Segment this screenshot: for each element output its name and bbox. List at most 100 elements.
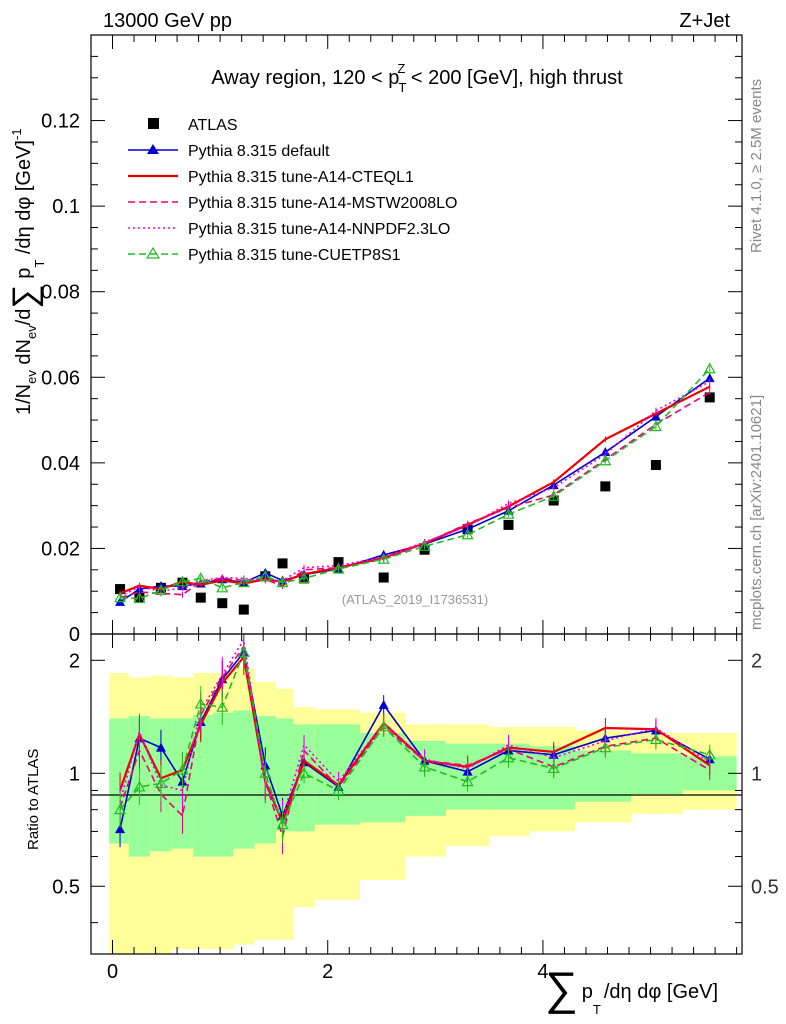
ratio-y-tick-label: 1: [69, 763, 80, 785]
ratio-marker: [703, 748, 716, 760]
legend-label: Pythia 8.315 tune-A14-NNPDF2.3LO: [188, 221, 450, 238]
series-marker: [237, 576, 250, 588]
series-marker: [599, 454, 612, 466]
ratio-marker: [133, 780, 146, 792]
series-marker: [194, 572, 207, 583]
legend-label: Pythia 8.315 tune-CUETP8S1: [188, 247, 401, 264]
series-marker: [332, 562, 345, 574]
ratio-y-tick-label: 0.5: [52, 876, 80, 898]
series-marker: [418, 540, 431, 551]
green-band-bin: [193, 714, 213, 857]
series-marker: [176, 575, 189, 587]
ratio-marker: [332, 784, 345, 796]
ratio-y-tick-label-right: 1: [751, 763, 762, 785]
green-band-bin: [233, 710, 255, 849]
atlas-data-point: [503, 519, 514, 530]
ratio-marker: [115, 824, 126, 834]
series-line-1: [119, 377, 711, 603]
ratio-marker: [298, 767, 311, 778]
series-marker: [704, 373, 715, 383]
legend-marker: [145, 246, 161, 259]
ratio-marker: [377, 720, 390, 732]
ratio-axes: 0.5 0.5 1 1 2 2: [52, 650, 779, 924]
main-y-axis-label: 1/Nev dNev/d∑ pT /dη dφ [GeV]-1: [6, 128, 47, 415]
ratio-marker: [547, 762, 560, 774]
ratio-plot-frame: [90, 633, 743, 955]
series-marker: [133, 592, 146, 604]
series-marker: [114, 591, 127, 603]
green-band-bin: [212, 712, 234, 857]
ratio-marker: [259, 767, 272, 778]
y-tick-label: 0.04: [41, 453, 80, 475]
chart-title: Away region, 120 < pTZ < 200 [GeV], high…: [211, 61, 623, 95]
ratio-y-tick-label-right: 0.5: [751, 876, 779, 898]
ratio-marker: [649, 733, 662, 745]
series-marker: [216, 581, 229, 593]
series-marker: [298, 572, 311, 583]
x-axis: 0 2 4: [107, 35, 738, 983]
atlas-data-point: [115, 584, 126, 595]
ratio-y-tick-label-right: 2: [751, 650, 762, 672]
atlas-data-point: [195, 592, 206, 603]
energy-label: 13000 GeV pp: [103, 10, 232, 32]
ratio-marker: [461, 775, 474, 787]
ratio-marker: [237, 646, 250, 657]
series-line-5: [120, 368, 711, 600]
ratio-marker: [194, 697, 207, 709]
atlas-data-point: [217, 598, 228, 609]
series-marker: [703, 362, 716, 374]
side-label-source: mcplots.cern.ch [arXiv:2401.10621]: [748, 395, 765, 630]
x-axis-label: ∑ pT/dη dφ [GeV]: [545, 962, 718, 1017]
ratio-marker: [378, 700, 389, 710]
atlas-data-point: [333, 557, 344, 568]
atlas-data-point: [650, 459, 661, 470]
main-y-axis: 0 0.02 0.04 0.06 0.08 0.1 0.12: [41, 34, 742, 646]
series-marker: [259, 570, 272, 581]
legend-label: Pythia 8.315 default: [188, 143, 330, 160]
ratio-marker: [176, 763, 189, 775]
series-line-2: [119, 385, 711, 595]
series-marker: [154, 584, 167, 595]
series-marker: [377, 552, 390, 564]
atlas-data-point: [378, 572, 389, 583]
ratio-marker: [502, 751, 515, 763]
green-band-bin: [405, 740, 447, 816]
y-tick-label: 0: [69, 624, 80, 646]
ratio-marker: [599, 741, 612, 753]
green-band-bin: [575, 750, 632, 802]
legend-label: Pythia 8.315 tune-A14-CTEQL1: [188, 169, 414, 186]
series-line-3: [119, 391, 711, 599]
x-tick-label: 2: [322, 961, 333, 983]
process-label: Z+Jet: [679, 10, 730, 32]
series-marker: [547, 489, 560, 501]
legend-label: Pythia 8.315 tune-A14-MSTW2008LO: [188, 195, 457, 212]
series-marker: [502, 507, 515, 519]
ratio-marker: [154, 777, 167, 788]
y-tick-label: 0.06: [41, 367, 80, 389]
atlas-data-point: [277, 558, 288, 569]
ratio-marker: [155, 742, 166, 752]
x-tick-label: 0: [107, 961, 118, 983]
x-tick-label: 4: [537, 961, 548, 983]
series-line-4: [119, 380, 711, 598]
ratio-marker: [418, 760, 431, 772]
legend-marker: [147, 144, 159, 154]
ratio-marker: [114, 803, 127, 815]
series-marker: [276, 576, 289, 588]
side-label-rivet: Rivet 4.1.0, ≥ 2.5M events: [748, 79, 765, 253]
main-series: [114, 362, 716, 615]
green-band-bin: [631, 753, 683, 795]
ratio-marker: [216, 700, 229, 712]
ratio-series: [114, 634, 716, 855]
legend: ATLAS Pythia 8.315 default Pythia 8.315 tu…: [128, 117, 457, 264]
legend-marker: [148, 118, 159, 129]
y-tick-label: 0.08: [41, 282, 80, 304]
y-tick-label: 0.1: [52, 196, 80, 218]
atlas-data-point: [600, 481, 611, 492]
y-tick-label: 0.12: [41, 111, 80, 133]
legend-label: ATLAS: [188, 117, 238, 134]
atlas-data-point: [238, 604, 249, 615]
y-tick-label: 0.02: [41, 538, 80, 560]
ratio-y-tick-label: 2: [69, 650, 80, 672]
